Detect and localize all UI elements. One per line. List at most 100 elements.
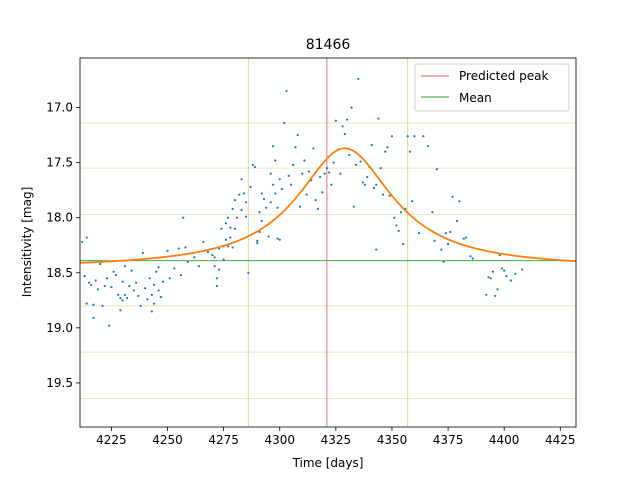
data-point [206, 250, 210, 253]
data-point [449, 230, 452, 234]
data-point [128, 284, 131, 288]
data-point [121, 280, 124, 283]
data-point [399, 211, 403, 214]
data-point [325, 167, 328, 170]
y-tick-label: 17.0 [46, 101, 73, 115]
data-point [233, 227, 236, 230]
data-point [227, 216, 230, 219]
data-point [444, 232, 447, 235]
data-point [274, 159, 277, 162]
data-point [348, 153, 351, 157]
data-point [393, 216, 396, 219]
data-point [509, 279, 513, 282]
data-point [112, 270, 115, 273]
data-point [503, 269, 506, 272]
data-point [451, 195, 454, 198]
data-point [213, 256, 216, 259]
data-point [514, 272, 517, 275]
data-point [139, 304, 142, 307]
data-point [426, 145, 429, 148]
data-point [366, 175, 369, 179]
x-axis-title: Time [days] [292, 456, 364, 470]
data-point [370, 143, 373, 147]
data-point [240, 178, 243, 181]
data-point [469, 255, 472, 258]
x-tick-label: 4250 [152, 433, 183, 447]
data-point [377, 117, 380, 120]
data-point [471, 257, 474, 260]
reference-lines [80, 58, 576, 427]
data-point [301, 172, 304, 175]
data-point [224, 238, 227, 241]
y-tick-label: 19.5 [46, 376, 73, 390]
data-point [119, 309, 122, 312]
data-point [328, 171, 331, 174]
data-point [168, 277, 171, 280]
data-point [101, 304, 104, 307]
data-point [229, 236, 232, 239]
data-point [321, 191, 324, 194]
data-point [298, 205, 302, 208]
data-point [287, 174, 290, 177]
data-point [231, 246, 234, 249]
data-point [83, 274, 86, 278]
data-point [413, 135, 416, 138]
data-point [96, 288, 100, 291]
data-point [411, 200, 414, 203]
data-point [251, 163, 254, 166]
plot-frame [79, 57, 577, 428]
y-tick-label: 19.0 [46, 321, 73, 335]
x-tick-label: 4425 [545, 433, 576, 447]
x-tick-label: 4375 [433, 433, 464, 447]
data-point [150, 293, 153, 296]
data-point [267, 235, 270, 238]
data-point [121, 299, 124, 302]
data-point [90, 283, 93, 287]
data-point [231, 207, 234, 211]
y-tick-label: 18.5 [46, 266, 73, 280]
y-tick-label: 18.0 [46, 211, 73, 225]
data-point [202, 240, 205, 244]
data-point [81, 240, 84, 244]
data-point [314, 198, 317, 202]
data-point [85, 302, 88, 305]
data-point [177, 247, 180, 250]
data-point [215, 277, 219, 280]
data-point [278, 238, 281, 241]
data-point [363, 183, 367, 186]
data-point [381, 193, 385, 196]
data-point [247, 271, 250, 274]
data-point [141, 251, 144, 255]
data-point [269, 172, 272, 175]
data-point [361, 181, 364, 184]
data-point [85, 236, 88, 239]
fit-curve [80, 147, 576, 264]
data-point [433, 239, 436, 242]
data-point [386, 146, 389, 149]
data-point [130, 269, 133, 272]
data-point [379, 167, 382, 170]
data-point [462, 237, 465, 240]
data-point [375, 248, 378, 251]
data-point [323, 172, 326, 175]
data-point [159, 295, 162, 299]
data-point [446, 243, 450, 246]
data-point [402, 243, 405, 246]
data-point [521, 268, 524, 271]
x-tick-label: 4350 [377, 433, 408, 447]
data-point [280, 187, 284, 191]
data-point [87, 281, 91, 284]
data-point [332, 161, 335, 164]
x-tick-label: 4225 [96, 433, 127, 447]
data-point [213, 265, 216, 268]
data-point [152, 302, 156, 305]
data-point [99, 262, 102, 266]
data-point [179, 273, 183, 277]
data-point [233, 198, 236, 202]
data-point [292, 163, 295, 166]
data-point [119, 297, 122, 300]
data-points [81, 77, 524, 327]
data-point [236, 216, 239, 219]
data-point [186, 260, 189, 263]
